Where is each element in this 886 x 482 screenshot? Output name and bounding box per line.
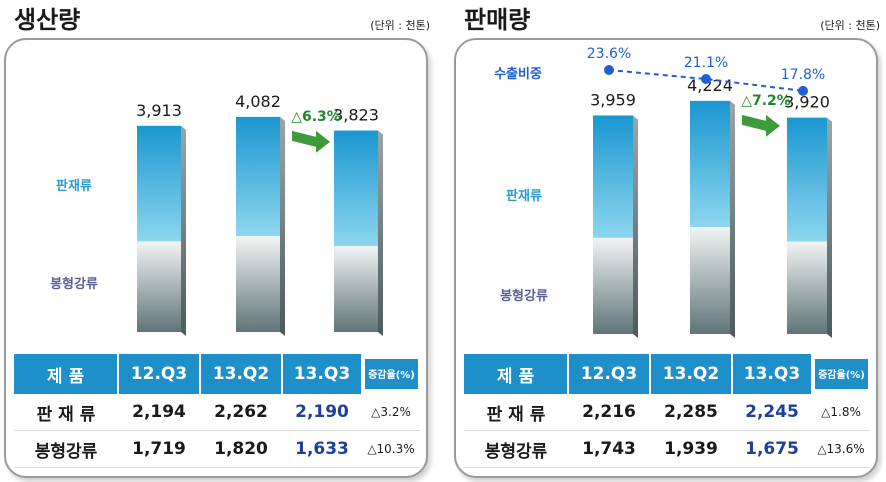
table-cell: 1,820 (200, 430, 282, 468)
header-product: 제 품 (464, 354, 569, 394)
bar-segment-판재류 (137, 125, 181, 242)
header-product: 제 품 (14, 354, 119, 394)
bar-side (280, 116, 285, 336)
export-share-line (608, 69, 804, 92)
bar-segment-판재류 (787, 117, 827, 242)
table-row: 봉형강류 1,719 1,820 1,633 △10.3% (14, 430, 420, 468)
table-cell: 2,194 (118, 394, 200, 431)
header-rate-label: 증감율(%) (365, 359, 418, 389)
sales-panel: 판매량 (단위 : 천톤) 3,959 4,224 3,920 판재류 봉형강류 △7.2… (454, 0, 886, 482)
bar-segment-봉형강류 (236, 236, 280, 332)
header-13q2: 13.Q2 (200, 354, 283, 394)
bar-side (633, 115, 638, 339)
panel-title: 판매량 (464, 6, 531, 34)
row-label: 봉형강류 (14, 430, 118, 468)
growth-arrow (292, 130, 330, 153)
table-cell: 1,743 (568, 430, 650, 468)
bar-segment-봉형강류 (137, 241, 181, 332)
bar-segment-판재류 (593, 115, 633, 238)
header-13q2: 13.Q2 (650, 354, 733, 394)
table-cell: 2,262 (200, 394, 282, 431)
table-cell: 2,216 (568, 394, 650, 431)
header-rate-label: 증감율(%) (815, 359, 868, 389)
sales-table: 제 품 12.Q3 13.Q2 13.Q3 증감율(%) 판 재 류 2,216… (464, 354, 870, 468)
line-series-label: 수출비중 (494, 66, 542, 82)
table-cell-highlight: 2,190 (282, 394, 362, 431)
rate-cell: △13.6% (812, 430, 870, 468)
rate-cell: △1.8% (812, 394, 870, 431)
table-header-row: 제 품 12.Q3 13.Q2 13.Q3 증감율(%) (464, 354, 870, 394)
bar-segment-봉형강류 (334, 245, 378, 332)
total-label: 3,959 (590, 90, 636, 109)
table-row: 판 재 류 2,216 2,285 2,245 △1.8% (464, 394, 870, 431)
table-row: 판 재 류 2,194 2,262 2,190 △3.2% (14, 394, 420, 431)
growth-arrow (742, 114, 780, 137)
header-rate: 증감율(%) (362, 354, 420, 394)
table-header-row: 제 품 12.Q3 13.Q2 13.Q3 증감율(%) (14, 354, 420, 394)
export-share-label: 23.6% (587, 46, 631, 62)
table-row: 봉형강류 1,743 1,939 1,675 △13.6% (464, 430, 870, 468)
export-share-point (701, 74, 711, 84)
production-table: 제 품 12.Q3 13.Q2 13.Q3 증감율(%) 판 재 류 2,194… (14, 354, 420, 468)
bar-segment-판재류 (690, 100, 730, 227)
export-share-label: 17.8% (781, 67, 825, 83)
table-cell-highlight: 1,675 (732, 430, 812, 468)
header-12q3: 12.Q3 (118, 354, 201, 394)
total-label: 3,920 (784, 93, 830, 112)
bar-segment-봉형강류 (593, 237, 633, 334)
sales-chart: 3,9594,2243,920판재류봉형강류△7.2%23.6%21.1%17.… (494, 46, 832, 339)
export-share-point (798, 85, 808, 96)
header-13q3: 13.Q3 (732, 354, 813, 394)
table-cell: 1,719 (118, 430, 200, 468)
rate-cell: △10.3% (362, 430, 420, 468)
panel-title: 생산량 (14, 6, 81, 34)
export-share-label: 21.1% (684, 55, 728, 71)
bar-segment-봉형강류 (787, 241, 827, 334)
bar-side (378, 130, 383, 336)
total-label: 3,913 (136, 101, 182, 120)
bar-segment-판재류 (236, 116, 280, 237)
table-cell: 1,939 (650, 430, 732, 468)
bar-segment-봉형강류 (690, 226, 730, 334)
table-cell-highlight: 2,245 (732, 394, 812, 431)
bar-side (181, 125, 186, 336)
row-label: 판 재 류 (14, 394, 118, 431)
bar-segment-판재류 (334, 130, 378, 246)
bar-side (730, 100, 735, 338)
total-label: 3,823 (333, 106, 379, 125)
table-cell-highlight: 1,633 (282, 430, 362, 468)
table-cell: 2,285 (650, 394, 732, 431)
growth-label: △6.3% (291, 109, 341, 125)
header-rate: 증감율(%) (812, 354, 870, 394)
bar-side (827, 117, 832, 338)
total-label: 4,082 (235, 92, 281, 111)
series-label-top: 판재류 (56, 178, 92, 194)
header-12q3: 12.Q3 (568, 354, 651, 394)
series-label-top: 판재류 (506, 188, 542, 204)
export-share-point (604, 65, 614, 75)
unit-label: (단위 : 천톤) (370, 19, 430, 32)
row-label: 봉형강류 (464, 430, 568, 468)
unit-label: (단위 : 천톤) (820, 19, 880, 32)
series-label-bottom: 봉형강류 (50, 276, 98, 292)
row-label: 판 재 류 (464, 394, 568, 431)
series-label-bottom: 봉형강류 (500, 288, 548, 304)
header-13q3: 13.Q3 (282, 354, 363, 394)
rate-cell: △3.2% (362, 394, 420, 431)
growth-label: △7.2% (741, 93, 791, 109)
